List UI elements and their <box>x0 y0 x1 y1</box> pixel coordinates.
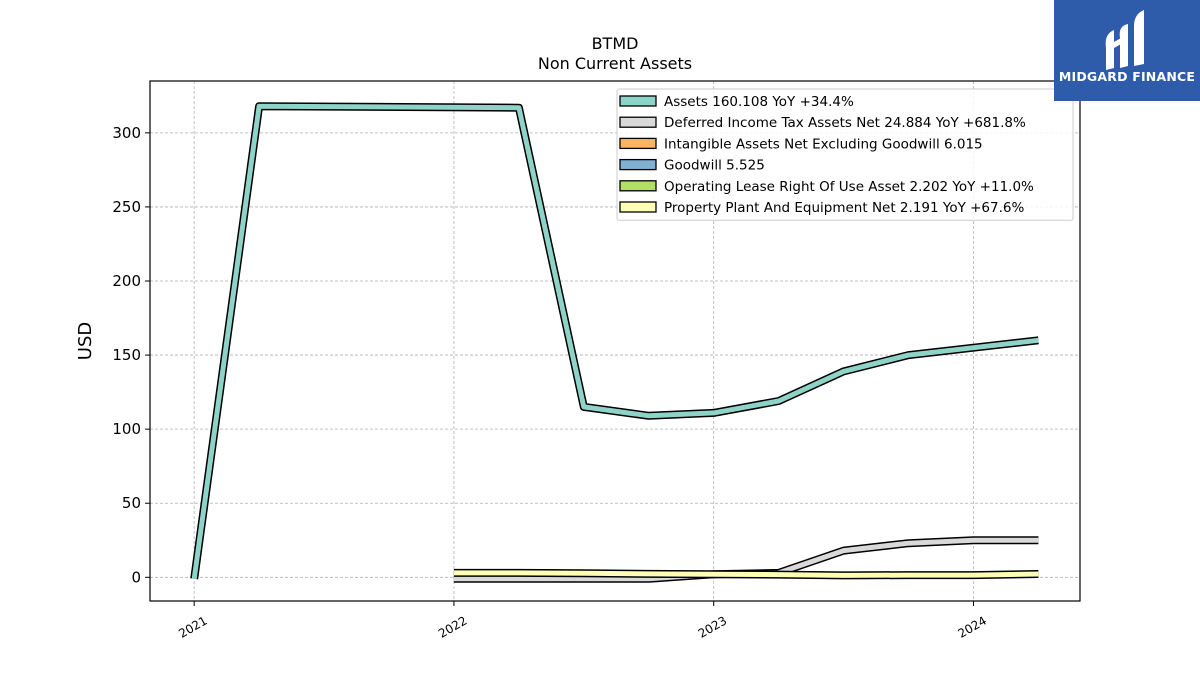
y-tick-label: 300 <box>112 124 141 142</box>
legend-swatch-1 <box>619 116 657 128</box>
legend-label-5: Property Plant And Equipment Net 2.191 Y… <box>664 200 1024 216</box>
x-tick-label: 2022 <box>436 613 469 640</box>
legend-box <box>616 88 1074 221</box>
logo-text: MIDGARD FINANCE <box>1058 69 1196 84</box>
x-tick-label: 2021 <box>176 613 209 640</box>
y-tick-label: 0 <box>131 568 141 586</box>
legend-swatch-3 <box>619 158 657 171</box>
chart-title: BTMD <box>591 34 639 53</box>
logo-mark-icon <box>1105 10 1144 70</box>
x-tick-label: 2023 <box>696 613 729 640</box>
legend-swatch-5 <box>619 201 657 213</box>
chart-subtitle: Non Current Assets <box>537 54 693 73</box>
series-line-5 <box>453 570 1039 578</box>
plot-frame <box>149 80 1081 602</box>
legend-label-3: Goodwill 5.525 <box>664 158 765 174</box>
y-tick-label: 200 <box>112 272 141 290</box>
y-tick-label: 150 <box>112 346 141 364</box>
legend-label-2: Intangible Assets Net Excluding Goodwill… <box>664 136 983 152</box>
legend-swatch-2 <box>619 137 657 150</box>
legend-label-4: Operating Lease Right Of Use Asset 2.202… <box>664 179 1034 195</box>
y-tick-label: 50 <box>122 494 141 512</box>
legend-swatch-0 <box>619 95 657 107</box>
y-tick-label: 100 <box>112 420 141 438</box>
legend-label-1: Deferred Income Tax Assets Net 24.884 Yo… <box>664 115 1026 131</box>
legend-swatch-4 <box>619 180 657 192</box>
x-tick-label: 2024 <box>956 613 989 640</box>
series-line-0 <box>191 103 1039 580</box>
legend-label-0: Assets 160.108 YoY +34.4% <box>664 94 854 110</box>
y-axis-label: USD <box>75 322 96 360</box>
midgard-finance-logo: MIDGARD FINANCE <box>1054 0 1200 101</box>
y-tick-label: 250 <box>112 198 141 216</box>
